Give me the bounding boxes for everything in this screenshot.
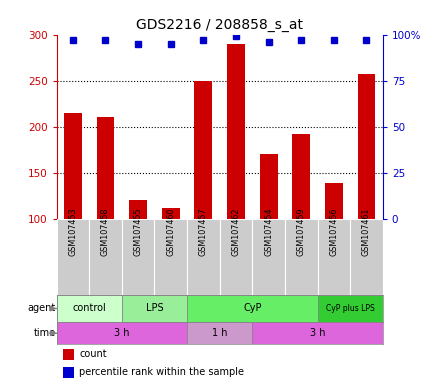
Bar	[122, 295, 187, 322]
Bar	[187, 322, 252, 344]
Text: 3 h: 3 h	[309, 328, 325, 338]
Text: agent: agent	[28, 303, 56, 313]
Bar	[161, 209, 179, 220]
Title: GDS2216 / 208858_s_at: GDS2216 / 208858_s_at	[136, 18, 302, 32]
Text: CyP plus LPS: CyP plus LPS	[325, 304, 374, 313]
Text: GSM107455: GSM107455	[133, 207, 142, 256]
Bar	[56, 220, 89, 295]
Text: GSM107459: GSM107459	[296, 207, 305, 256]
Bar	[129, 200, 147, 220]
Bar	[357, 74, 375, 220]
Text: time: time	[34, 328, 56, 338]
Text: GSM107456: GSM107456	[329, 207, 338, 256]
Text: LPS: LPS	[145, 303, 163, 313]
Bar	[64, 113, 82, 220]
Bar	[122, 220, 154, 295]
Bar	[324, 182, 342, 220]
Bar	[317, 295, 382, 322]
Bar	[252, 322, 382, 344]
Bar	[63, 367, 74, 377]
Bar	[317, 220, 349, 295]
Bar	[63, 349, 74, 360]
Bar	[194, 81, 212, 220]
Text: GSM107460: GSM107460	[166, 207, 175, 256]
Bar	[252, 220, 284, 295]
Bar	[349, 220, 382, 295]
Bar	[89, 220, 122, 295]
Text: count: count	[79, 349, 107, 359]
Text: GSM107457: GSM107457	[198, 207, 207, 256]
Text: GSM107453: GSM107453	[68, 207, 77, 256]
Text: 3 h: 3 h	[114, 328, 129, 338]
Text: GSM107462: GSM107462	[231, 207, 240, 256]
Bar	[56, 295, 122, 322]
Text: GSM107458: GSM107458	[101, 207, 110, 256]
Text: CyP: CyP	[243, 303, 261, 313]
Bar	[187, 220, 219, 295]
Text: GSM107454: GSM107454	[263, 207, 273, 256]
Bar	[259, 154, 277, 220]
Text: 1 h: 1 h	[211, 328, 227, 338]
Text: percentile rank within the sample: percentile rank within the sample	[79, 367, 244, 377]
Bar	[56, 322, 187, 344]
Bar	[292, 134, 309, 220]
Bar	[219, 220, 252, 295]
Bar	[154, 220, 187, 295]
Bar	[187, 295, 317, 322]
Text: GSM107461: GSM107461	[361, 207, 370, 256]
Text: control: control	[72, 303, 106, 313]
Bar	[96, 117, 114, 220]
Bar	[227, 44, 244, 220]
Bar	[284, 220, 317, 295]
